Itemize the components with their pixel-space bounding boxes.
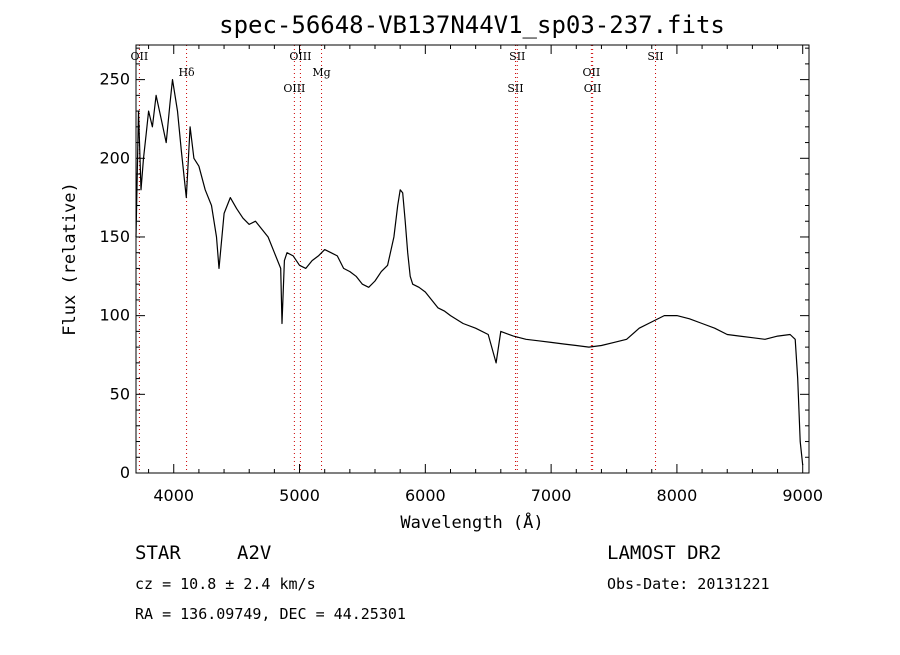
spectral-line-label: Hδ xyxy=(178,66,195,79)
y-tick-label: 100 xyxy=(99,306,130,325)
spectral-line-label: Mg xyxy=(312,66,330,79)
x-tick-label: 8000 xyxy=(657,486,698,505)
spectral-line-label: OII xyxy=(131,50,149,63)
spectral-line-label: OIII xyxy=(283,82,305,95)
plot-frame xyxy=(135,44,810,474)
spectrum-series xyxy=(135,78,804,466)
y-tick-label: 250 xyxy=(99,70,130,89)
axis-ticks xyxy=(136,45,809,474)
spectral-line-markers xyxy=(138,45,657,473)
y-tick-label: 0 xyxy=(120,463,130,482)
x-tick-label: 9000 xyxy=(782,486,823,505)
survey-name: LAMOST DR2 xyxy=(607,542,721,564)
spectrum-line xyxy=(135,78,804,466)
spectral-line-label: SII xyxy=(647,50,663,63)
axis-tick-labels: 4000 5000 6000 7000 8000 9000 0 50 100 150 200 250 xyxy=(99,70,823,505)
observation-date: Obs-Date: 20131221 xyxy=(607,575,770,593)
sky-coordinates: RA = 136.09749, DEC = 44.25301 xyxy=(135,605,406,623)
x-tick-label: 7000 xyxy=(531,486,572,505)
y-tick-label: 150 xyxy=(99,227,130,246)
x-tick-label: 6000 xyxy=(405,486,446,505)
chart-title: spec-56648-VB137N44V1_sp03-237.fits xyxy=(219,11,725,39)
object-class: STAR xyxy=(135,542,181,564)
x-tick-label: 5000 xyxy=(279,486,320,505)
x-tick-label: 4000 xyxy=(153,486,194,505)
spectral-line-label: SII xyxy=(507,82,523,95)
spectral-line-label: OII xyxy=(584,82,602,95)
redshift-value: cz = 10.8 ± 2.4 km/s xyxy=(135,575,316,593)
spectral-line-label: OIII xyxy=(289,50,311,63)
spectral-subclass: A2V xyxy=(237,542,271,564)
x-axis-title: Wavelength (Å) xyxy=(400,511,543,533)
y-axis-title: Flux (relative) xyxy=(60,182,80,336)
y-tick-label: 50 xyxy=(110,384,130,403)
spectral-line-label: SII xyxy=(509,50,525,63)
y-tick-label: 200 xyxy=(99,148,130,167)
spectral-line-label: OII xyxy=(583,66,601,79)
